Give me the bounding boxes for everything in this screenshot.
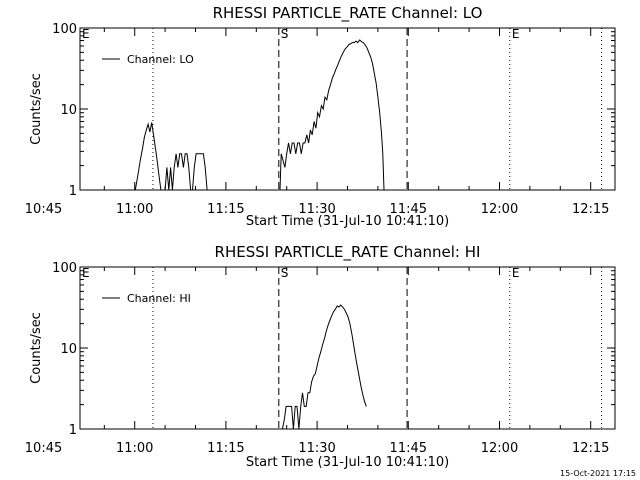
chart-1-y-tick-label: 1 [69,423,77,438]
chart-0-y-tick-label: 10 [60,103,77,118]
chart-0-x-tick-label: 11:30 [298,202,335,217]
chart-1-marker-label: S [281,266,289,280]
chart-0-edge-label: E [82,27,90,41]
chart-0-series-line-segment-0 [134,122,162,191]
chart-1-y-tick-label: 100 [52,261,77,276]
chart-0-series-line-segment-2 [279,39,385,191]
chart-0-title: RHESSI PARTICLE_RATE Channel: LO [213,4,483,23]
chart-0-x-tick-label: 12:00 [481,202,518,217]
chart-1-series-line-segment-0 [281,304,367,430]
chart-1-x-axis-label: Start Time (31-Jul-10 10:41:10) [246,455,449,470]
chart-1-y-tick-label: 10 [60,342,77,357]
chart-0-x-tick-label: 10:45 [25,202,62,217]
chart-1-x-tick-label: 12:15 [572,441,609,456]
chart-0-marker-label: S [281,27,289,41]
chart-0-legend-label: Channel: LO [127,53,194,66]
chart-0-y-axis-label: Counts/sec [29,73,44,145]
chart-0-x-tick-label: 11:00 [116,202,153,217]
chart-1-x-tick-label: 11:45 [390,441,427,456]
chart-0-x-axis-label: Start Time (31-Jul-10 10:41:10) [246,214,449,229]
footer-timestamp: 15-Oct-2021 17:15 [560,469,636,478]
chart-1-x-tick-label: 12:00 [481,441,518,456]
chart-1-x-tick-label: 10:45 [25,441,62,456]
chart-0-y-tick-label: 100 [52,22,77,37]
chart-0-x-tick-label: 12:15 [572,202,609,217]
chart-0-y-tick-label: 1 [69,184,77,199]
panel-lo: RHESSI PARTICLE_RATE Channel: LO 1 10 100 10… [25,4,616,229]
chart-1-x-tick-label: 11:00 [116,441,153,456]
chart-1-title: RHESSI PARTICLE_RATE Channel: HI [215,243,481,262]
panel-hi: RHESSI PARTICLE_RATE Channel: HI 1 10 100 10… [25,243,616,470]
chart-1-y-axis-label: Counts/sec [29,312,44,384]
chart-1-x-tick-label: 11:30 [298,441,335,456]
chart-1-edge-label: E [82,266,90,280]
chart-0-x-tick-label: 11:15 [207,202,244,217]
chart-1-x-tick-label: 11:15 [207,441,244,456]
chart-1-legend-label: Channel: HI [127,292,191,305]
chart-0-x-tick-label: 11:45 [390,202,427,217]
chart-0-marker-label: E [512,27,520,41]
chart-0-series-line-segment-1 [164,153,208,191]
chart-1-marker-label: E [512,266,520,280]
